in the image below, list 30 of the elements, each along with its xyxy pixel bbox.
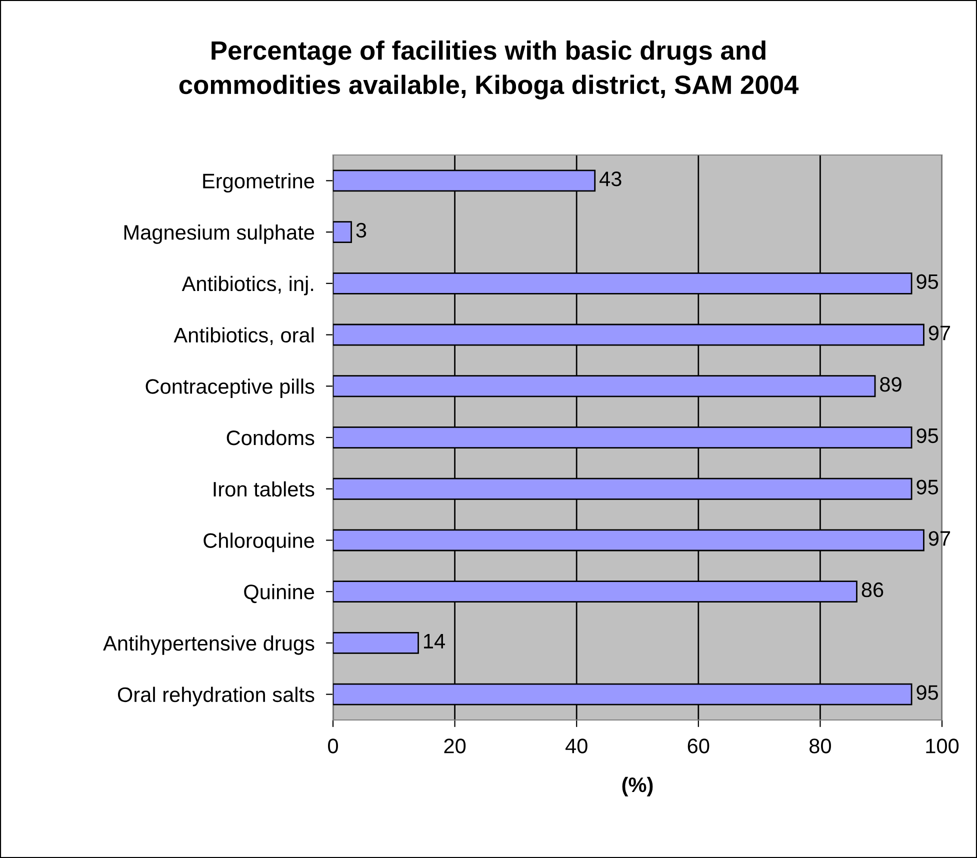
data-label: 95 (916, 480, 938, 494)
data-label: 95 (916, 428, 938, 444)
data-label: 43 (600, 172, 622, 186)
x-tick-label: 0 (328, 738, 338, 754)
y-tick-label: Antibiotics, oral (174, 327, 314, 345)
data-label: 89 (880, 376, 902, 392)
x-tick-label: 40 (565, 738, 588, 754)
y-tick-label: Condoms (226, 430, 314, 446)
data-label: 3 (356, 222, 366, 238)
y-tick-label: Ergometrine (203, 173, 314, 193)
y-tick-label: Antibiotics, inj. (182, 276, 314, 296)
x-axis-title: (%) (622, 776, 653, 796)
x-tick-label: 100 (926, 738, 959, 754)
y-tick-label: Chloroquine (204, 532, 314, 552)
x-tick-label: 20 (444, 738, 466, 754)
y-tick-label: Antihypertensive drugs (103, 635, 314, 655)
y-tick-label: Iron tablets (214, 481, 314, 497)
data-label: 97 (928, 531, 950, 546)
y-tick-label: Magnesium sulphate (124, 224, 314, 244)
chart-title: Percentage of facilities with basic drugs and commodities available, Kiboga district, SAM 2004 (179, 40, 799, 100)
y-tick-label: Quinine (244, 584, 314, 604)
data-label: 95 (916, 685, 938, 700)
y-tick-label: Oral rehydration salts (118, 686, 314, 706)
x-tick-label: 80 (810, 738, 831, 754)
data-label: 97 (928, 326, 950, 340)
y-tick-label: Contraceptive pills (146, 378, 314, 398)
data-label: 14 (424, 634, 445, 648)
data-label: 95 (916, 274, 938, 289)
data-label: 86 (862, 582, 884, 598)
x-tick-label: 60 (688, 738, 710, 754)
